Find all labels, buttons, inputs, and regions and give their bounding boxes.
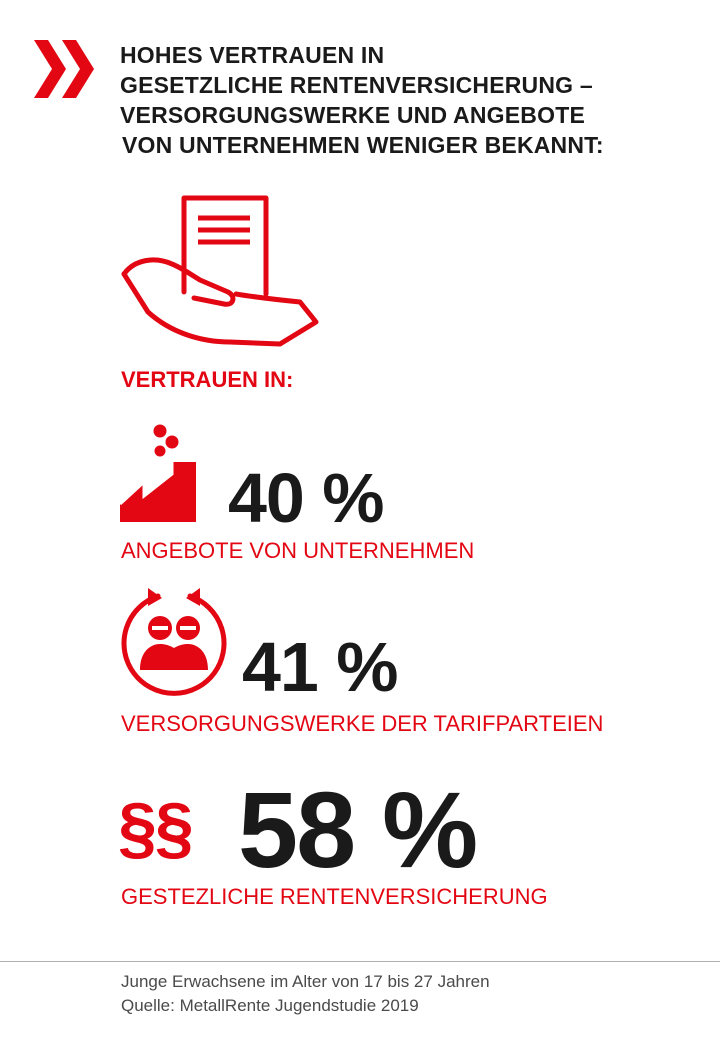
footer: Junge Erwachsene im Alter von 17 bis 27 … (121, 970, 490, 1018)
headline-line-3: VERSORGUNGSWERKE UND ANGEBOTE (120, 102, 585, 128)
footer-sample-note: Junge Erwachsene im Alter von 17 bis 27 … (121, 972, 490, 991)
footer-source-note: Quelle: MetallRente Jugendstudie 2019 (121, 996, 419, 1015)
headline-line-4: VON UNTERNEHMEN WENIGER BEKANNT: (122, 132, 604, 158)
footer-divider (0, 961, 720, 962)
hand-holding-document-icon (121, 195, 319, 347)
companies-caption: ANGEBOTE VON UNTERNEHMEN (121, 538, 475, 563)
collective-funds-percentage: 41 % (242, 628, 399, 706)
headline-line-2: GESETZLICHE RENTENVERSICHERUNG – (120, 72, 593, 98)
statutory-caption: GESTEZLICHE RENTENVERSICHERUNG (121, 884, 548, 909)
companies-percentage: 40 % (228, 459, 385, 537)
factory-icon (120, 424, 196, 522)
paragraph-icon: §§ (118, 788, 194, 866)
statutory-percentage: 58 % (238, 769, 478, 890)
headline-line-1: HOHES VERTRAUEN IN (120, 42, 385, 68)
trust-label: VERTRAUEN IN: (121, 367, 294, 392)
collective-funds-caption: VERSORGUNGSWERKE DER TARIFPARTEIEN (121, 711, 604, 736)
double-chevron-right-icon (34, 40, 94, 98)
headline: HOHES VERTRAUEN IN GESETZLICHE RENTENVER… (120, 40, 700, 160)
people-cycle-icon (121, 588, 227, 696)
